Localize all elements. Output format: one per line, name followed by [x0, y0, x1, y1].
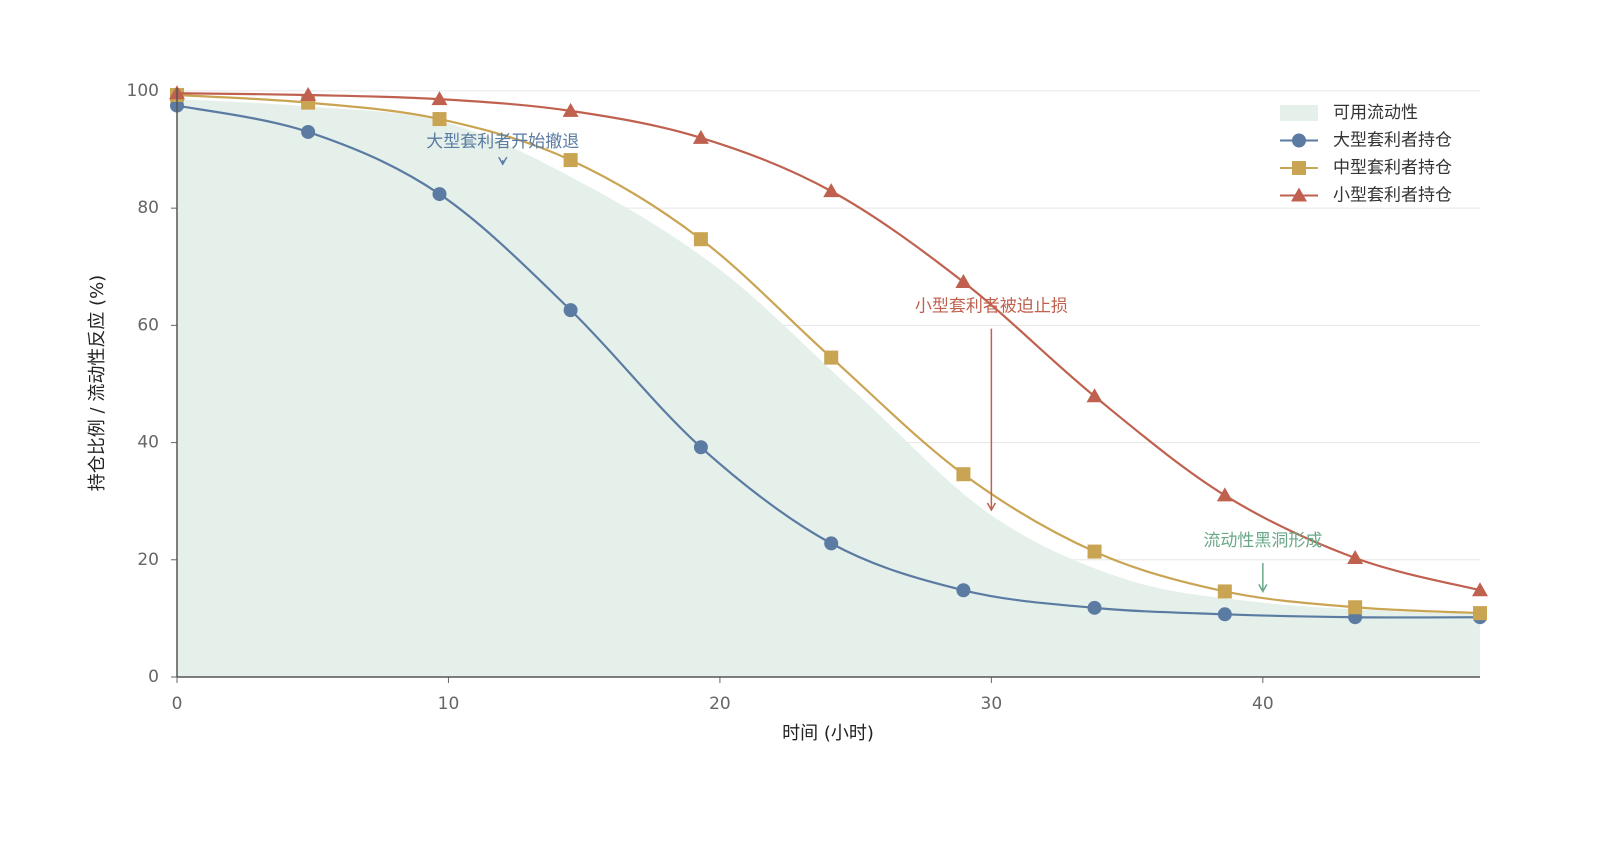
marker: [1473, 606, 1487, 621]
marker: [562, 102, 579, 117]
marker: [1217, 607, 1232, 622]
y-tick-label: 0: [148, 667, 159, 687]
marker: [824, 536, 839, 551]
y-tick-label: 80: [137, 198, 159, 218]
marker: [956, 583, 971, 598]
marker: [955, 273, 972, 288]
marker: [432, 187, 447, 202]
legend-label: 小型套利者持仓: [1333, 186, 1452, 206]
x-tick-label: 30: [981, 694, 1003, 714]
marker: [1086, 388, 1103, 403]
x-axis-label: 时间 (小时): [782, 723, 874, 744]
annotation-arrowhead: [498, 156, 508, 166]
legend-marker: [1291, 187, 1307, 202]
annotation: 流动性黑洞形成: [1203, 531, 1322, 551]
annotation: 大型套利者开始撤退: [426, 132, 579, 152]
marker: [1216, 487, 1233, 502]
marker: [692, 129, 709, 144]
marker: [301, 124, 316, 139]
x-tick-label: 40: [1252, 694, 1274, 714]
marker: [300, 87, 317, 102]
annotation-arrowhead: [1258, 584, 1268, 593]
marker: [431, 91, 448, 106]
legend-label: 可用流动性: [1333, 103, 1418, 123]
y-tick-label: 60: [137, 315, 159, 335]
marker: [1347, 550, 1364, 565]
marker: [563, 303, 578, 318]
marker: [432, 112, 447, 127]
marker: [1348, 600, 1363, 615]
marker: [823, 183, 840, 198]
legend-label: 大型套利者持仓: [1333, 131, 1452, 151]
legend-marker: [1292, 133, 1306, 148]
legend-marker: [1292, 161, 1306, 175]
legend-swatch: [1280, 105, 1318, 121]
marker: [1217, 584, 1232, 599]
y-tick-label: 40: [137, 433, 159, 453]
annotation: 小型套利者被迫止损: [915, 297, 1068, 317]
x-tick-label: 0: [172, 694, 183, 714]
area: [177, 99, 1480, 678]
x-tick-label: 20: [709, 694, 731, 714]
marker: [1472, 582, 1488, 597]
marker: [563, 153, 578, 168]
legend-label: 中型套利者持仓: [1333, 158, 1452, 178]
marker: [1087, 600, 1102, 615]
annotation-arrowhead: [986, 502, 997, 512]
y-axis-label: 持仓比例 / 流动性反应 (%): [87, 275, 108, 491]
y-tick-label: 100: [127, 81, 159, 101]
marker: [824, 350, 839, 365]
x-tick-label: 10: [438, 694, 460, 714]
marker: [956, 467, 971, 482]
line: [176, 92, 1481, 592]
marker: [1087, 544, 1102, 559]
line: [176, 104, 1481, 619]
marker: [693, 440, 708, 455]
y-tick-label: 20: [137, 550, 159, 570]
marker: [693, 232, 708, 247]
